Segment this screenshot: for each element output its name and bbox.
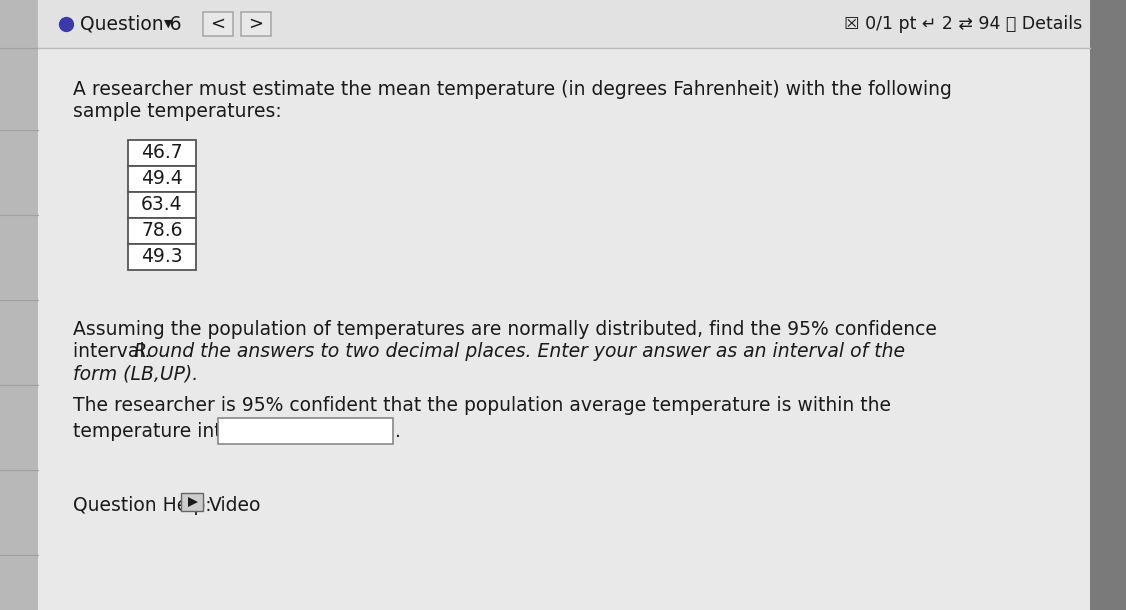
Text: >: > bbox=[249, 15, 263, 33]
Text: Question Help:: Question Help: bbox=[73, 496, 212, 515]
FancyBboxPatch shape bbox=[128, 244, 196, 270]
Text: 49.3: 49.3 bbox=[141, 248, 182, 267]
FancyBboxPatch shape bbox=[128, 140, 196, 166]
Text: sample temperatures:: sample temperatures: bbox=[73, 102, 282, 121]
Text: 46.7: 46.7 bbox=[141, 143, 182, 162]
Text: Video: Video bbox=[209, 496, 261, 515]
FancyBboxPatch shape bbox=[181, 493, 203, 511]
Text: <: < bbox=[211, 15, 225, 33]
FancyBboxPatch shape bbox=[128, 218, 196, 244]
FancyBboxPatch shape bbox=[128, 166, 196, 192]
Text: 78.6: 78.6 bbox=[141, 221, 182, 240]
Text: The researcher is 95% confident that the population average temperature is withi: The researcher is 95% confident that the… bbox=[73, 396, 891, 415]
Text: .: . bbox=[395, 422, 401, 441]
FancyBboxPatch shape bbox=[38, 0, 1090, 48]
Text: interval.: interval. bbox=[73, 342, 157, 361]
Text: temperature interval: temperature interval bbox=[73, 422, 269, 441]
Text: A researcher must estimate the mean temperature (in degrees Fahrenheit) with the: A researcher must estimate the mean temp… bbox=[73, 80, 951, 99]
FancyBboxPatch shape bbox=[38, 0, 1090, 610]
Text: ▼: ▼ bbox=[163, 19, 172, 29]
FancyBboxPatch shape bbox=[241, 12, 271, 36]
FancyBboxPatch shape bbox=[128, 192, 196, 218]
Text: 63.4: 63.4 bbox=[141, 195, 182, 215]
FancyBboxPatch shape bbox=[203, 12, 233, 36]
Text: ☒ 0/1 pt ↵ 2 ⇄ 94 ⓘ Details: ☒ 0/1 pt ↵ 2 ⇄ 94 ⓘ Details bbox=[843, 15, 1082, 33]
Text: Question 6: Question 6 bbox=[80, 15, 181, 34]
Text: form (LB,UP).: form (LB,UP). bbox=[73, 364, 198, 383]
FancyBboxPatch shape bbox=[218, 418, 393, 444]
Text: Assuming the population of temperatures are normally distributed, find the 95% c: Assuming the population of temperatures … bbox=[73, 320, 937, 339]
Text: 49.4: 49.4 bbox=[141, 170, 182, 188]
FancyBboxPatch shape bbox=[1090, 0, 1126, 610]
Text: Round the answers to two decimal places. Enter your answer as an interval of the: Round the answers to two decimal places.… bbox=[134, 342, 905, 361]
Polygon shape bbox=[188, 497, 198, 507]
FancyBboxPatch shape bbox=[0, 0, 38, 610]
